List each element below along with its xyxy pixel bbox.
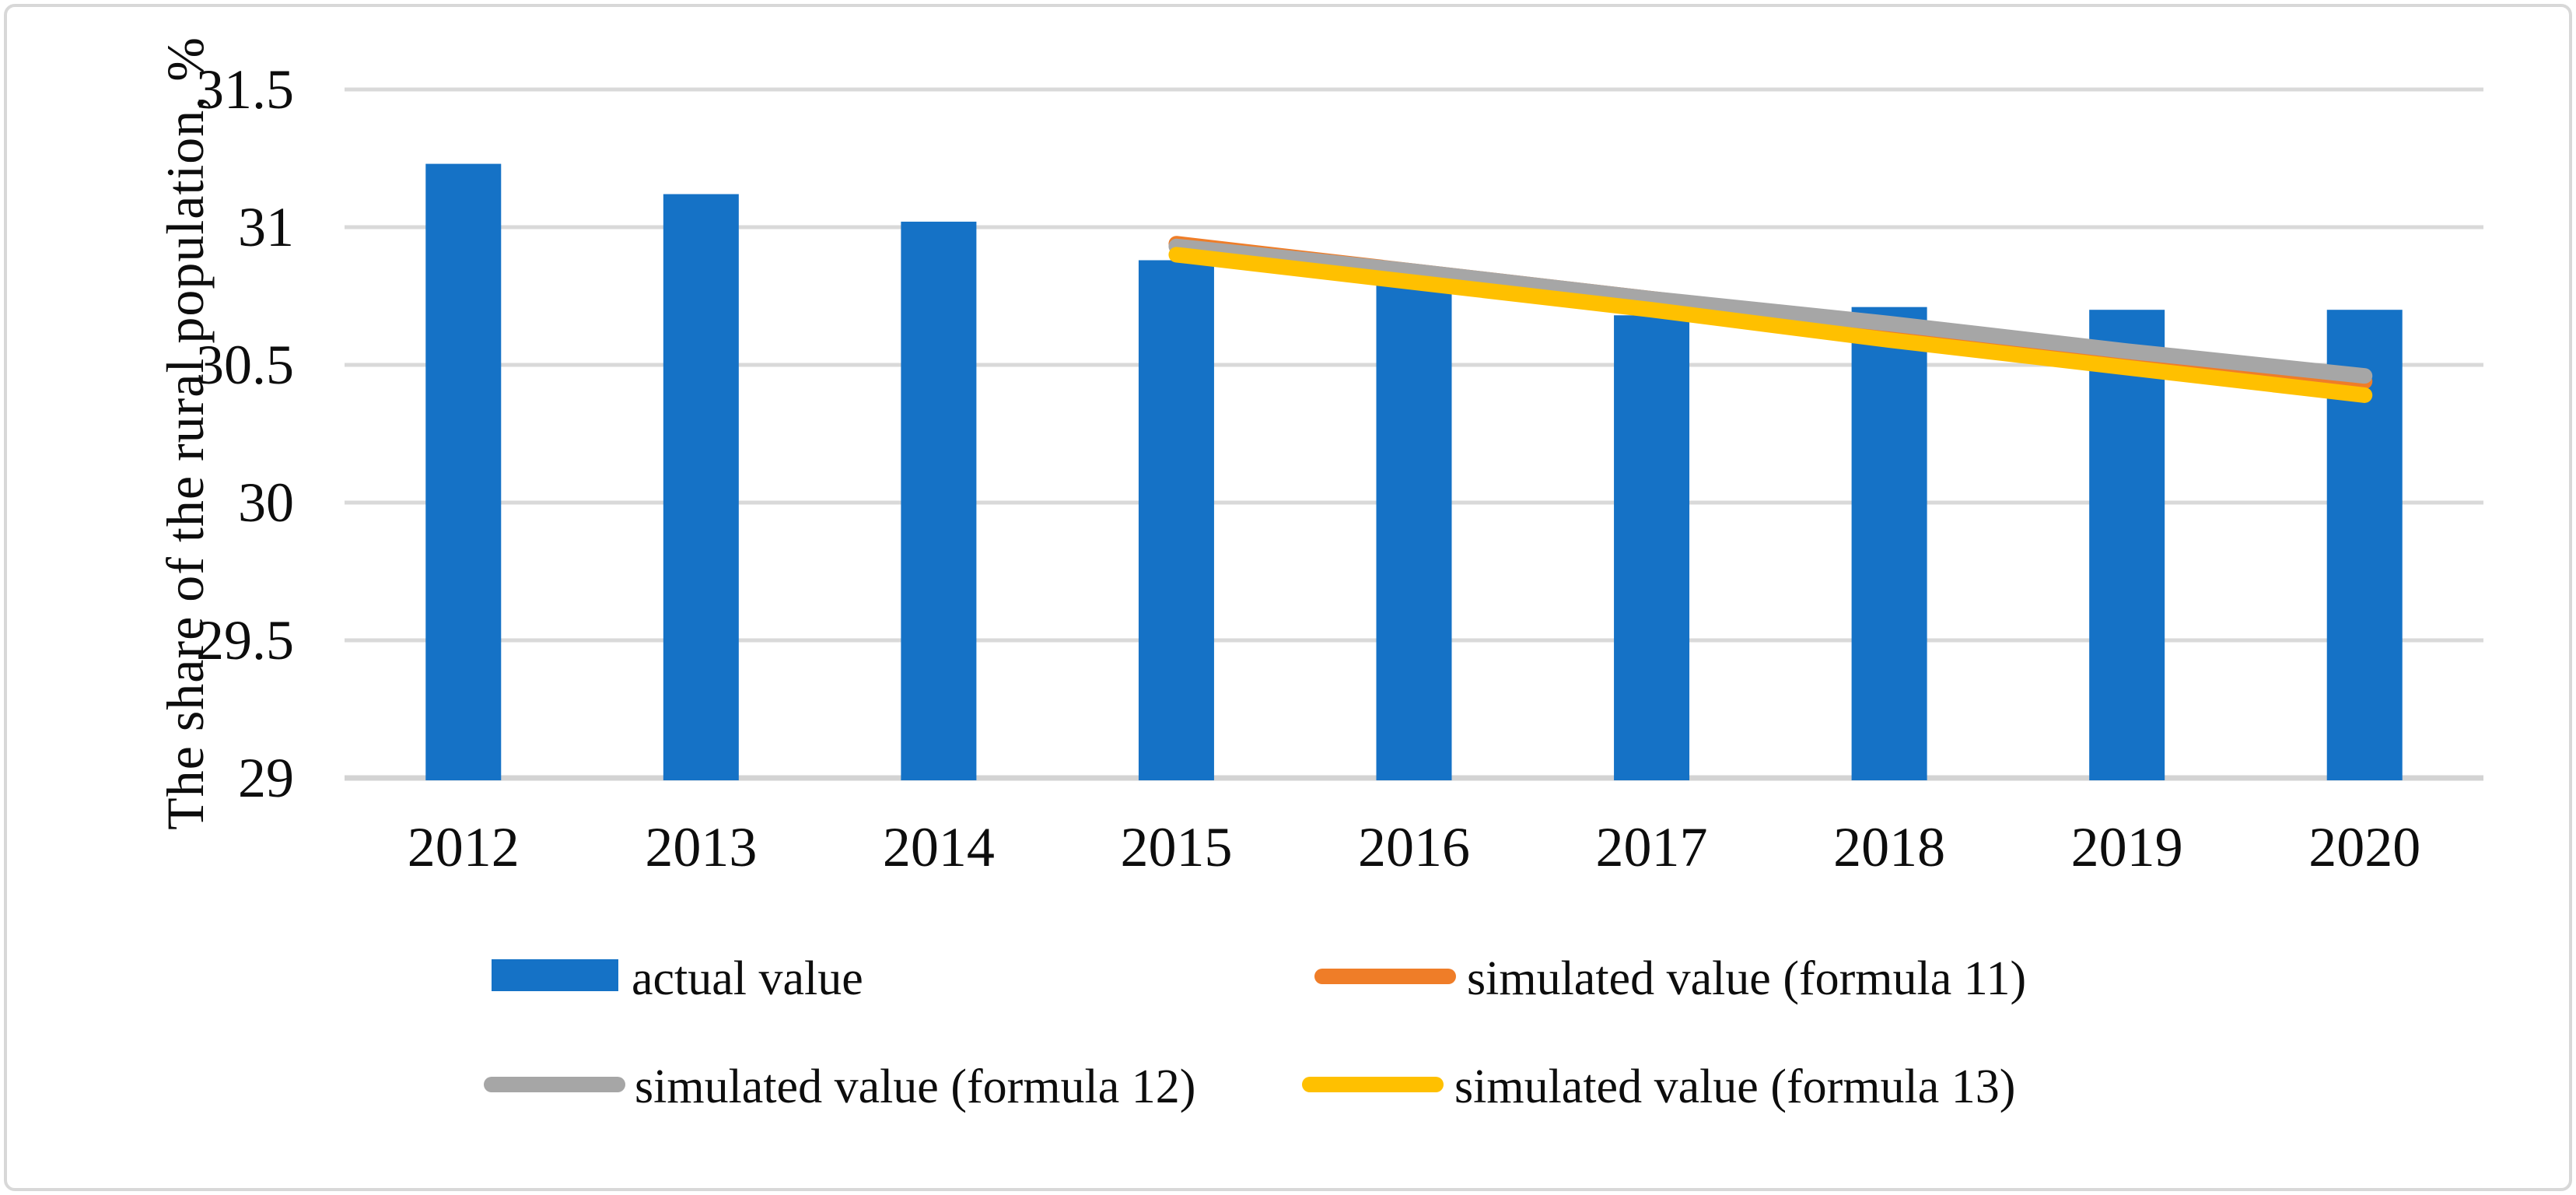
legend-label-simulated-value-formula-11-: simulated value (formula 11) [1467, 952, 2027, 1005]
x-tick-label-2020: 2020 [2308, 816, 2421, 878]
y-tick-label-31: 31 [238, 196, 294, 258]
x-tick-label-2015: 2015 [1120, 816, 1233, 878]
x-tick-label-2017: 2017 [1595, 816, 1708, 878]
bar-2015 [1138, 260, 1214, 781]
bar-2013 [663, 194, 739, 780]
x-tick-label-2014: 2014 [882, 816, 995, 878]
x-tick-label-2013: 2013 [645, 816, 758, 878]
legend-swatch-simulated-value-formula-13- [1302, 1077, 1444, 1092]
bar-2012 [425, 163, 502, 780]
y-tick-label-30: 30 [238, 471, 294, 534]
y-tick-label-29.5: 29.5 [196, 609, 294, 671]
line-simulated-value-formula-13- [1168, 247, 2373, 403]
legend-swatch-simulated-value-formula-12- [484, 1077, 625, 1092]
bar-2018 [1851, 307, 1927, 780]
x-tick-label-2016: 2016 [1358, 816, 1470, 878]
y-tick-label-30.5: 30.5 [196, 334, 294, 396]
x-tick-label-2012: 2012 [407, 816, 520, 878]
x-tick-label-2018: 2018 [1833, 816, 1946, 878]
bar-2016 [1376, 285, 1452, 781]
legend-swatch-simulated-value-formula-11- [1314, 969, 1456, 984]
legend-label-simulated-value-formula-13-: simulated value (formula 13) [1454, 1060, 2016, 1113]
bar-2017 [1614, 315, 1690, 780]
line-simulated-value-formula-12- [1168, 238, 2373, 384]
bar-2019 [2089, 310, 2165, 780]
y-tick-label-31.5: 31.5 [196, 58, 294, 121]
legend-label-simulated-value-formula-12-: simulated value (formula 12) [635, 1060, 1196, 1113]
bar-2014 [901, 221, 977, 780]
x-tick-label-2019: 2019 [2070, 816, 2183, 878]
legend-label-actual-value: actual value [632, 952, 863, 1005]
legend-swatch-actual-value [492, 959, 618, 991]
y-tick-label-29: 29 [238, 747, 294, 809]
